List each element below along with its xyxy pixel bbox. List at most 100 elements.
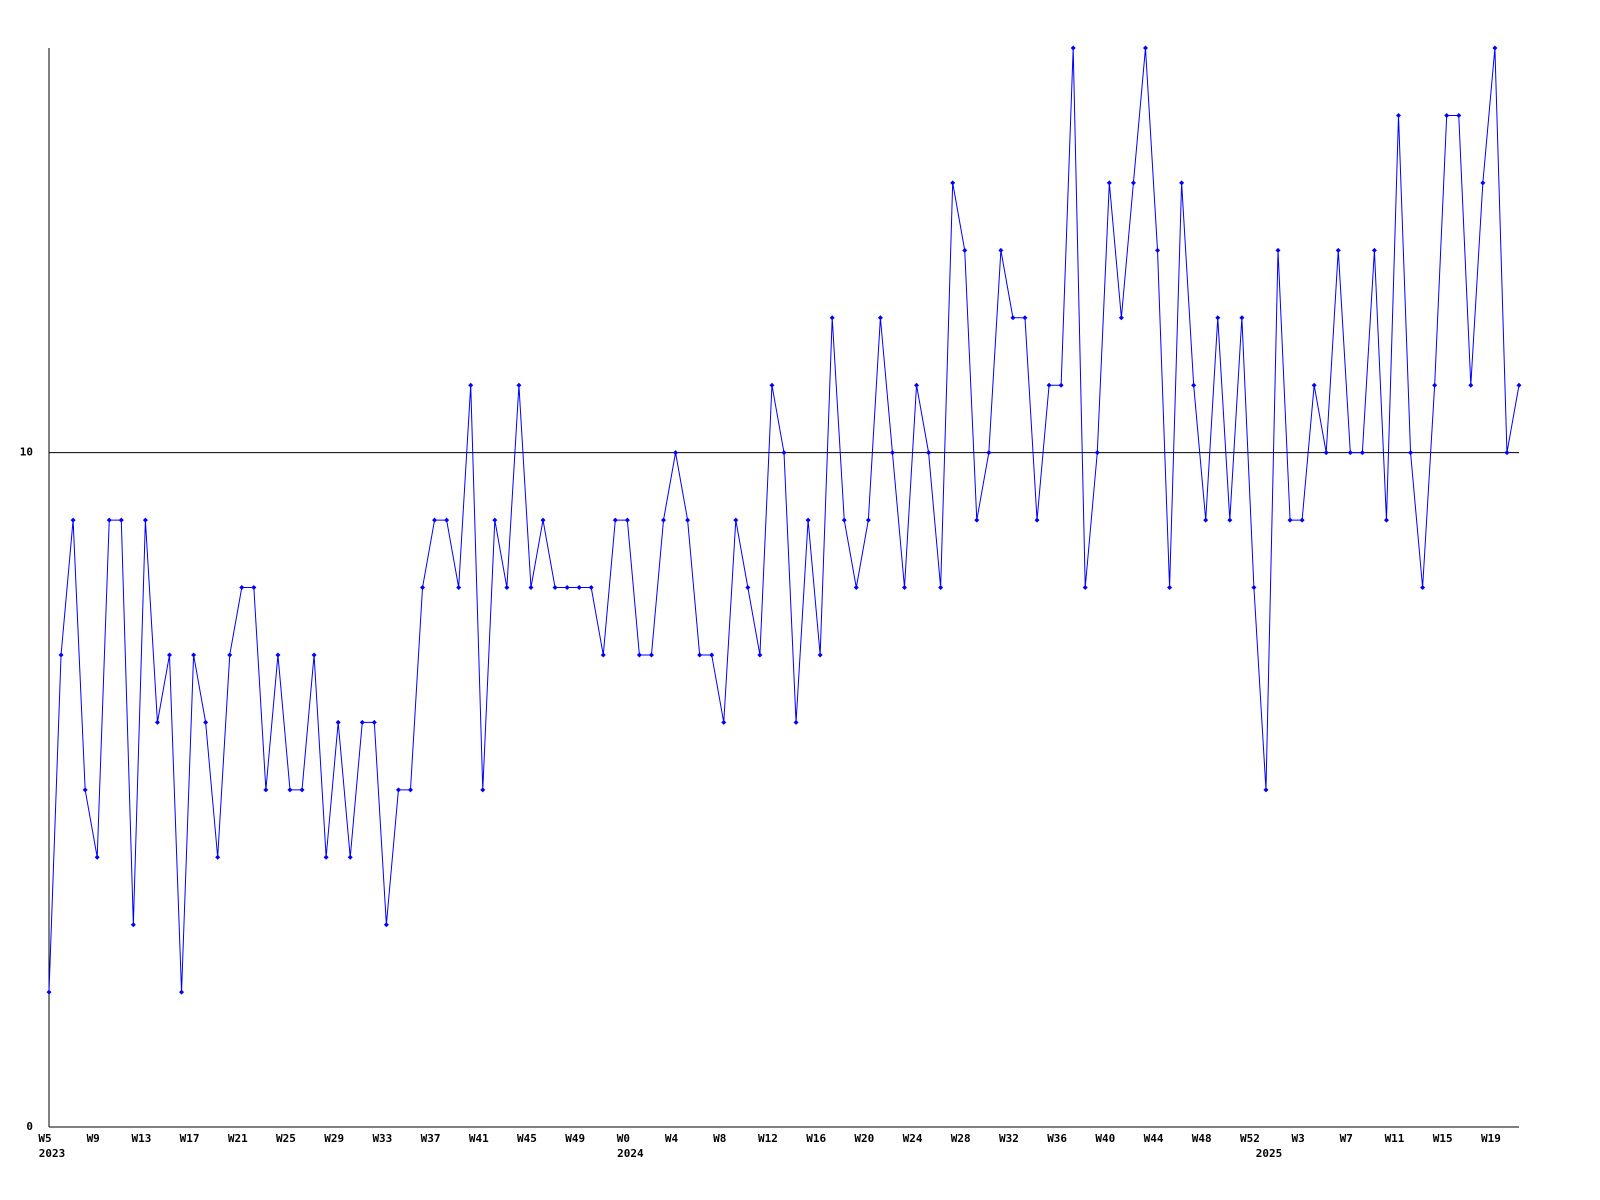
marker xyxy=(251,585,257,590)
marker xyxy=(130,922,136,928)
marker xyxy=(1299,517,1305,523)
marker xyxy=(46,989,52,995)
marker xyxy=(1106,180,1112,186)
x-tick-label: W49 xyxy=(565,1132,585,1145)
marker xyxy=(685,517,691,523)
marker xyxy=(323,854,329,860)
marker xyxy=(504,585,510,590)
marker xyxy=(1239,315,1245,321)
marker xyxy=(1492,45,1498,51)
marker xyxy=(673,450,679,456)
x-year-label: 2023 xyxy=(39,1147,66,1160)
marker xyxy=(962,247,968,253)
x-tick-label: W52 xyxy=(1240,1132,1260,1145)
marker xyxy=(1347,450,1353,456)
marker xyxy=(1142,45,1148,51)
marker xyxy=(456,585,462,590)
marker xyxy=(299,787,305,793)
marker xyxy=(1516,382,1522,388)
marker xyxy=(166,652,172,658)
marker xyxy=(1215,315,1221,321)
marker xyxy=(106,517,112,523)
marker xyxy=(1094,450,1100,456)
marker xyxy=(564,585,570,590)
marker xyxy=(781,450,787,456)
marker xyxy=(552,585,558,590)
marker xyxy=(805,517,811,523)
marker xyxy=(70,517,76,523)
marker xyxy=(1010,315,1016,321)
marker xyxy=(203,719,209,725)
marker xyxy=(142,517,148,523)
x-tick-label: W48 xyxy=(1192,1132,1212,1145)
marker xyxy=(1022,315,1028,321)
marker xyxy=(1070,45,1076,51)
marker xyxy=(528,585,534,590)
marker xyxy=(998,247,1004,253)
marker xyxy=(1480,180,1486,186)
marker xyxy=(82,787,88,793)
marker xyxy=(154,719,160,725)
marker xyxy=(1155,247,1161,253)
marker xyxy=(371,719,377,725)
marker xyxy=(974,517,980,523)
marker xyxy=(1118,315,1124,321)
marker xyxy=(480,787,486,793)
marker xyxy=(359,719,365,725)
x-tick-label: W25 xyxy=(276,1132,296,1145)
marker xyxy=(576,585,582,590)
marker xyxy=(1335,247,1341,253)
marker xyxy=(829,315,835,321)
marker xyxy=(1359,450,1365,456)
x-tick-label: W0 xyxy=(617,1132,630,1145)
marker xyxy=(311,652,317,658)
marker xyxy=(926,450,932,456)
marker xyxy=(1408,450,1414,456)
marker xyxy=(709,652,715,658)
x-tick-label: W28 xyxy=(951,1132,971,1145)
marker xyxy=(600,652,606,658)
marker xyxy=(263,787,269,793)
x-tick-label: W44 xyxy=(1144,1132,1164,1145)
marker xyxy=(383,922,389,928)
marker xyxy=(914,382,920,388)
marker xyxy=(745,585,751,590)
marker xyxy=(395,787,401,793)
marker xyxy=(1396,112,1402,118)
marker xyxy=(877,315,883,321)
marker xyxy=(347,854,353,860)
x-tick-label: W21 xyxy=(228,1132,248,1145)
marker xyxy=(733,517,739,523)
marker xyxy=(841,517,847,523)
marker xyxy=(1130,180,1136,186)
marker xyxy=(335,719,341,725)
marker xyxy=(588,585,594,590)
marker xyxy=(1034,517,1040,523)
marker xyxy=(697,652,703,658)
x-tick-label: W13 xyxy=(131,1132,151,1145)
marker xyxy=(1383,517,1389,523)
marker xyxy=(1444,112,1450,118)
marker xyxy=(612,517,618,523)
x-tick-label: W5 xyxy=(38,1132,51,1145)
marker xyxy=(661,517,667,523)
x-tick-label: W24 xyxy=(903,1132,923,1145)
marker xyxy=(191,652,197,658)
marker xyxy=(179,989,185,995)
x-tick-label: W40 xyxy=(1095,1132,1115,1145)
x-tick-label: W9 xyxy=(87,1132,100,1145)
marker xyxy=(1263,787,1269,793)
marker xyxy=(516,382,522,388)
marker xyxy=(757,652,763,658)
marker xyxy=(1191,382,1197,388)
marker xyxy=(407,787,413,793)
y-tick-label: 0 xyxy=(26,1120,33,1133)
marker xyxy=(58,652,64,658)
marker xyxy=(1468,382,1474,388)
marker xyxy=(1251,585,1257,590)
line xyxy=(48,47,1520,993)
marker xyxy=(853,585,859,590)
marker xyxy=(1167,585,1173,590)
marker xyxy=(1456,112,1462,118)
